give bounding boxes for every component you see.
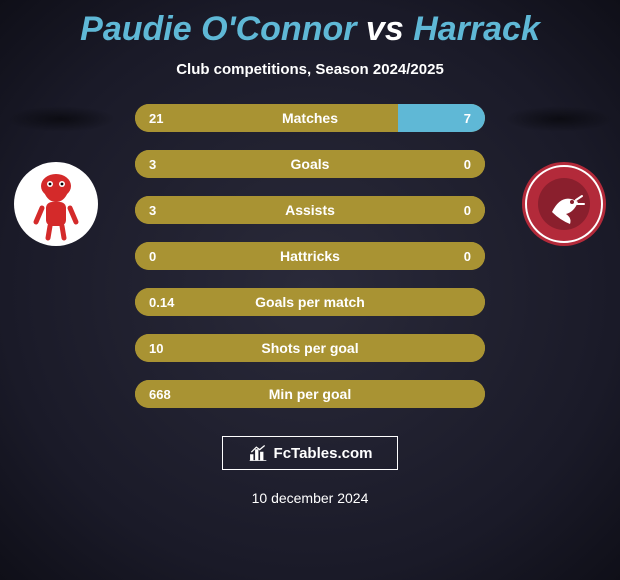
bar-chart-icon bbox=[248, 443, 268, 463]
stat-bars: 217Matches 30Goals 30Assists 00Hattricks 0.1… bbox=[135, 104, 485, 408]
stat-label: Assists bbox=[135, 202, 485, 218]
logo-text: FcTables.com bbox=[274, 445, 373, 462]
player1-shadow bbox=[6, 106, 116, 132]
stat-bar: 10Shots per goal bbox=[135, 334, 485, 362]
club-badge-morecambe-icon bbox=[522, 162, 606, 246]
stat-label: Goals per match bbox=[135, 294, 485, 310]
subtitle: Club competitions, Season 2024/2025 bbox=[0, 61, 620, 78]
stat-bar: 30Assists bbox=[135, 196, 485, 224]
stat-label: Min per goal bbox=[135, 386, 485, 402]
stat-bar: 00Hattricks bbox=[135, 242, 485, 270]
stat-label: Goals bbox=[135, 156, 485, 172]
fctables-logo: FcTables.com bbox=[222, 436, 398, 470]
stat-bar: 217Matches bbox=[135, 104, 485, 132]
page-title: Paudie O'Connor vs Harrack bbox=[0, 0, 620, 49]
player2-name: Harrack bbox=[413, 10, 540, 48]
stat-label: Shots per goal bbox=[135, 340, 485, 356]
date-text: 10 december 2024 bbox=[0, 490, 620, 506]
club-badge-lincoln-icon bbox=[14, 162, 98, 246]
stat-bar: 30Goals bbox=[135, 150, 485, 178]
player2-club-badge bbox=[522, 162, 606, 246]
stat-bar: 0.14Goals per match bbox=[135, 288, 485, 316]
vs-text: vs bbox=[366, 10, 404, 48]
stat-bar: 668Min per goal bbox=[135, 380, 485, 408]
player1-name: Paudie O'Connor bbox=[80, 10, 356, 48]
stat-label: Matches bbox=[135, 110, 485, 126]
stat-label: Hattricks bbox=[135, 248, 485, 264]
player1-club-badge bbox=[14, 162, 98, 246]
comparison-panel: 217Matches 30Goals 30Assists 00Hattricks 0.1… bbox=[0, 104, 620, 408]
player2-shadow bbox=[504, 106, 614, 132]
